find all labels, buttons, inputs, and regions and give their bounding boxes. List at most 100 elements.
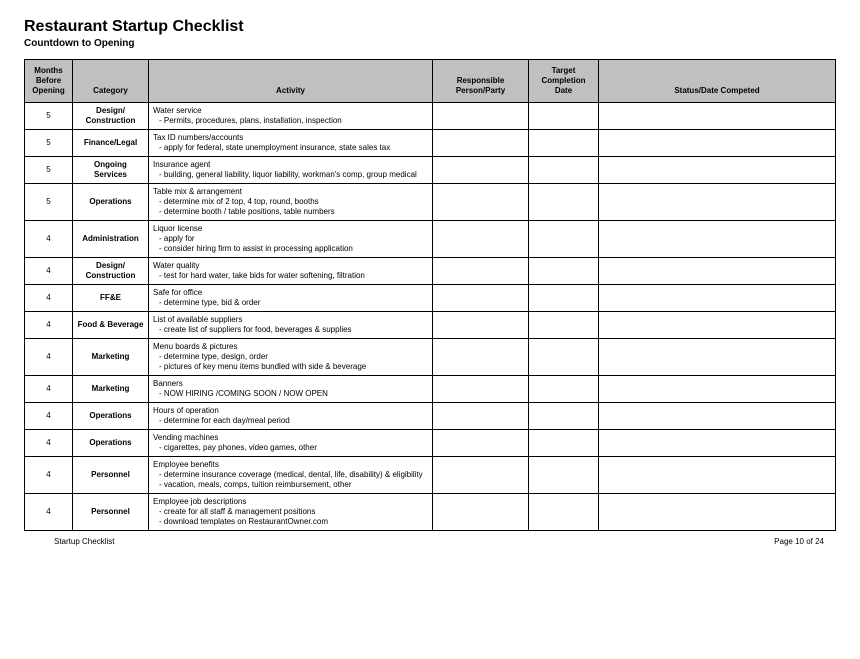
col-header-responsible: Responsible Person/Party — [433, 60, 529, 103]
activity-line: - test for hard water, take bids for wat… — [153, 271, 428, 281]
activity-line: - create list of suppliers for food, bev… — [153, 325, 428, 335]
cell-target — [529, 258, 599, 285]
cell-responsible — [433, 339, 529, 376]
cell-months: 5 — [25, 130, 73, 157]
cell-activity: List of available suppliers- create list… — [149, 312, 433, 339]
cell-category: Ongoing Services — [73, 157, 149, 184]
cell-category: Operations — [73, 430, 149, 457]
page-footer: Startup Checklist Page 10 of 24 — [24, 531, 836, 546]
table-row: 4PersonnelEmployee job descriptions- cre… — [25, 494, 836, 531]
table-row: 4OperationsHours of operation- determine… — [25, 403, 836, 430]
activity-line: - cigarettes, pay phones, video games, o… — [153, 443, 428, 453]
table-row: 4Food & BeverageList of available suppli… — [25, 312, 836, 339]
cell-activity: Insurance agent- building, general liabi… — [149, 157, 433, 184]
cell-status — [599, 457, 836, 494]
activity-line: - NOW HIRING /COMING SOON / NOW OPEN — [153, 389, 428, 399]
table-row: 4MarketingMenu boards & pictures- determ… — [25, 339, 836, 376]
activity-heading: Table mix & arrangement — [153, 187, 428, 197]
activity-line: - vacation, meals, comps, tuition reimbu… — [153, 480, 428, 490]
cell-category: Food & Beverage — [73, 312, 149, 339]
cell-status — [599, 403, 836, 430]
cell-activity: Hours of operation- determine for each d… — [149, 403, 433, 430]
col-header-category: Category — [73, 60, 149, 103]
cell-category: Operations — [73, 403, 149, 430]
activity-line: - consider hiring firm to assist in proc… — [153, 244, 428, 254]
cell-months: 4 — [25, 285, 73, 312]
activity-line: - determine booth / table positions, tab… — [153, 207, 428, 217]
cell-activity: Water quality- test for hard water, take… — [149, 258, 433, 285]
activity-heading: Liquor license — [153, 224, 428, 234]
cell-category: Personnel — [73, 457, 149, 494]
activity-line: - pictures of key menu items bundled wit… — [153, 362, 428, 372]
footer-right: Page 10 of 24 — [774, 537, 824, 546]
cell-category: Operations — [73, 184, 149, 221]
activity-heading: Employee job descriptions — [153, 497, 428, 507]
cell-category: Marketing — [73, 376, 149, 403]
activity-line: - determine insurance coverage (medical,… — [153, 470, 428, 480]
cell-activity: Tax ID numbers/accounts- apply for feder… — [149, 130, 433, 157]
table-row: 5Finance/LegalTax ID numbers/accounts- a… — [25, 130, 836, 157]
cell-target — [529, 157, 599, 184]
cell-target — [529, 457, 599, 494]
cell-target — [529, 130, 599, 157]
col-header-target: Target Completion Date — [529, 60, 599, 103]
cell-months: 4 — [25, 339, 73, 376]
table-row: 4FF&ESafe for office- determine type, bi… — [25, 285, 836, 312]
table-row: 5Design/ ConstructionWater service- Perm… — [25, 103, 836, 130]
cell-status — [599, 103, 836, 130]
cell-responsible — [433, 258, 529, 285]
cell-target — [529, 339, 599, 376]
cell-target — [529, 312, 599, 339]
cell-target — [529, 184, 599, 221]
cell-category: Marketing — [73, 339, 149, 376]
document-page: Restaurant Startup Checklist Countdown t… — [0, 0, 860, 554]
cell-category: Personnel — [73, 494, 149, 531]
cell-months: 4 — [25, 312, 73, 339]
activity-line: - Permits, procedures, plans, installati… — [153, 116, 428, 126]
col-header-activity: Activity — [149, 60, 433, 103]
cell-responsible — [433, 184, 529, 221]
activity-heading: Insurance agent — [153, 160, 428, 170]
cell-responsible — [433, 157, 529, 184]
cell-months: 5 — [25, 103, 73, 130]
table-row: 4PersonnelEmployee benefits- determine i… — [25, 457, 836, 494]
table-row: 4MarketingBanners- NOW HIRING /COMING SO… — [25, 376, 836, 403]
cell-target — [529, 430, 599, 457]
cell-activity: Banners- NOW HIRING /COMING SOON / NOW O… — [149, 376, 433, 403]
activity-line: - create for all staff & management posi… — [153, 507, 428, 517]
cell-target — [529, 376, 599, 403]
cell-category: Finance/Legal — [73, 130, 149, 157]
cell-target — [529, 403, 599, 430]
cell-status — [599, 258, 836, 285]
table-header-row: Months Before Opening Category Activity … — [25, 60, 836, 103]
table-row: 4OperationsVending machines- cigarettes,… — [25, 430, 836, 457]
activity-heading: Safe for office — [153, 288, 428, 298]
cell-category: Design/ Construction — [73, 258, 149, 285]
cell-responsible — [433, 494, 529, 531]
cell-responsible — [433, 103, 529, 130]
page-subtitle: Countdown to Opening — [24, 38, 836, 49]
activity-line: - determine mix of 2 top, 4 top, round, … — [153, 197, 428, 207]
activity-heading: Employee benefits — [153, 460, 428, 470]
table-row: 5Ongoing ServicesInsurance agent- buildi… — [25, 157, 836, 184]
activity-heading: Hours of operation — [153, 406, 428, 416]
cell-responsible — [433, 457, 529, 494]
cell-status — [599, 376, 836, 403]
cell-target — [529, 494, 599, 531]
cell-activity: Liquor license- apply for- consider hiri… — [149, 221, 433, 258]
col-header-status: Status/Date Competed — [599, 60, 836, 103]
table-row: 5OperationsTable mix & arrangement- dete… — [25, 184, 836, 221]
cell-activity: Employee job descriptions- create for al… — [149, 494, 433, 531]
cell-responsible — [433, 403, 529, 430]
cell-status — [599, 312, 836, 339]
cell-months: 4 — [25, 403, 73, 430]
activity-line: - apply for federal, state unemployment … — [153, 143, 428, 153]
cell-status — [599, 339, 836, 376]
cell-status — [599, 494, 836, 531]
activity-heading: Menu boards & pictures — [153, 342, 428, 352]
activity-line: - determine type, bid & order — [153, 298, 428, 308]
cell-status — [599, 285, 836, 312]
table-body: 5Design/ ConstructionWater service- Perm… — [25, 103, 836, 531]
activity-line: - apply for — [153, 234, 428, 244]
table-row: 4Design/ ConstructionWater quality- test… — [25, 258, 836, 285]
